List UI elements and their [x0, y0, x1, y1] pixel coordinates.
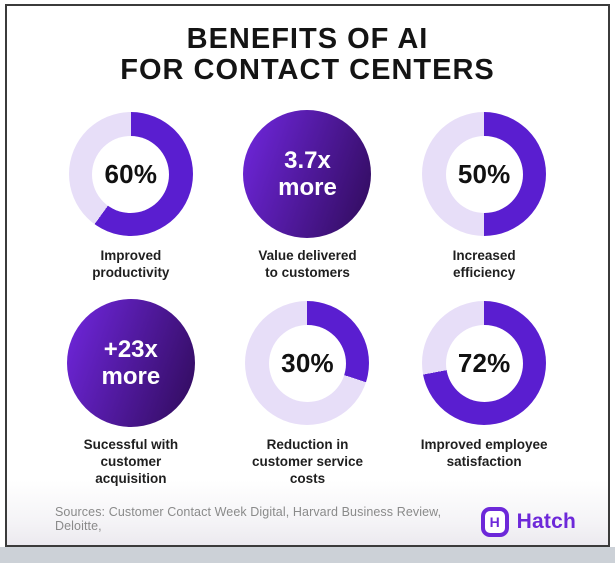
donut-chart-cost-reduction: 30% — [245, 301, 370, 425]
stat-caption: Improved employee satisfaction — [420, 437, 548, 469]
stat-value-delivered: 3.7x more Value delivered to customers — [243, 110, 372, 281]
stat-caption: Improved productivity — [92, 248, 170, 280]
filled-circle-value-delivered: 3.7x more — [243, 110, 372, 238]
stat-caption: Value delivered to customers — [258, 248, 357, 280]
sources-text: Sources: Customer Contact Week Digital, … — [55, 505, 442, 533]
stats-grid: 60% Improved productivity 3.7x more Valu… — [43, 110, 573, 487]
donut-chart-increased-efficiency: 50% — [422, 112, 547, 236]
stat-value: 30% — [281, 347, 334, 378]
filled-circle-customer-acquisition: +23x more — [66, 299, 195, 427]
stat-increased-efficiency: 50% Increased efficiency — [420, 110, 548, 281]
stat-customer-acquisition: +23x more Sucessful with customer acquis… — [66, 299, 195, 487]
hatch-logo-icon: H — [480, 507, 509, 537]
stat-cost-reduction: 30% Reduction in customer service costs — [243, 299, 371, 487]
donut-hole: 60% — [92, 135, 170, 213]
stat-value: 3.7x more — [278, 147, 337, 201]
page-title: BENEFITS OF AI FOR CONTACT CENTERS — [120, 23, 495, 86]
stat-improved-productivity: 60% Improved productivity — [67, 110, 195, 281]
stat-value: +23x more — [101, 336, 161, 390]
stat-caption: Reduction in customer service costs — [251, 437, 364, 486]
stat-value: 60% — [104, 158, 158, 189]
donut-chart-employee-satisfaction: 72% — [422, 301, 547, 425]
stat-caption: Sucessful with customer acquisition — [83, 437, 179, 486]
page-background-strip — [0, 547, 615, 563]
donut-hole: 72% — [445, 324, 523, 402]
stat-value: 72% — [457, 347, 511, 378]
infographic-card: BENEFITS OF AI FOR CONTACT CENTERS 60% I… — [5, 4, 610, 547]
stat-caption: Increased efficiency — [452, 248, 516, 280]
donut-hole: 50% — [445, 135, 523, 213]
donut-chart-improved-productivity: 60% — [68, 112, 193, 236]
hatch-logo-text: Hatch — [516, 510, 576, 533]
donut-hole: 30% — [268, 324, 346, 402]
footer: Sources: Customer Contact Week Digital, … — [7, 505, 608, 539]
stat-value: 50% — [457, 158, 511, 189]
stat-employee-satisfaction: 72% Improved employee satisfaction — [420, 299, 548, 487]
hatch-logo: H Hatch — [480, 507, 576, 537]
